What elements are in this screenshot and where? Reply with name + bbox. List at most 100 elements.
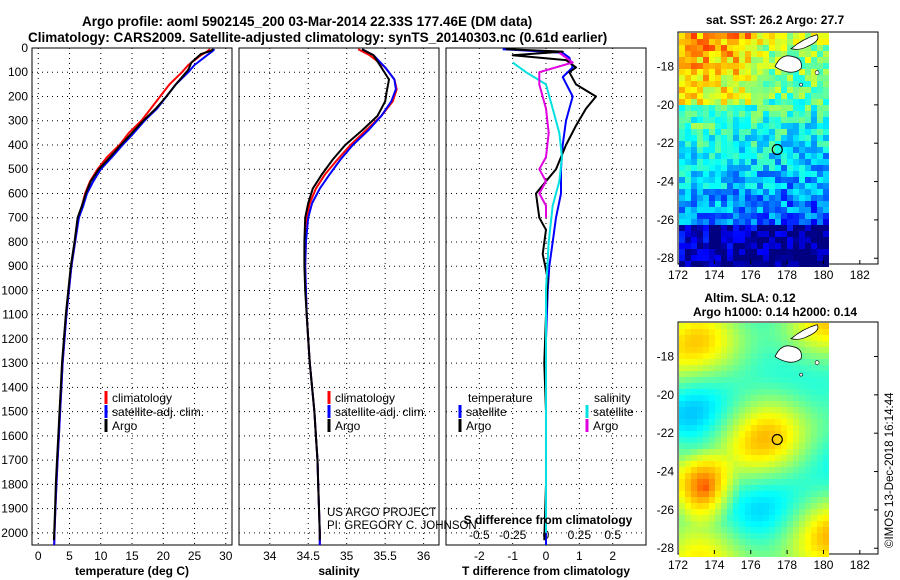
sla-cell bbox=[823, 527, 829, 533]
sla-cell bbox=[805, 359, 811, 365]
sst-cell bbox=[769, 117, 775, 123]
sla-cell bbox=[757, 413, 763, 419]
sla-cell bbox=[691, 347, 697, 353]
sst-cell bbox=[769, 165, 775, 171]
sla-cell bbox=[751, 341, 757, 347]
sst-cell bbox=[751, 153, 757, 159]
sla-cell bbox=[745, 407, 751, 413]
sla-cell bbox=[733, 341, 739, 347]
sla-cell bbox=[727, 395, 733, 401]
sst-cell bbox=[793, 177, 799, 183]
sla-cell bbox=[805, 413, 811, 419]
sla-cell bbox=[691, 449, 697, 455]
sst-cell bbox=[817, 99, 823, 105]
sst-cell bbox=[781, 45, 787, 51]
sst-cell bbox=[679, 93, 685, 99]
sla-cell bbox=[757, 353, 763, 359]
sla-cell bbox=[799, 431, 805, 437]
sla-cell bbox=[727, 479, 733, 485]
sst-cell bbox=[823, 183, 829, 189]
sst-cell bbox=[781, 39, 787, 45]
sst-cell bbox=[781, 255, 787, 261]
sst-cell bbox=[769, 249, 775, 255]
sst-cell bbox=[799, 219, 805, 225]
sla-cell bbox=[757, 539, 763, 545]
sst-cell bbox=[823, 195, 829, 201]
sla-cell bbox=[757, 389, 763, 395]
sst-cell bbox=[823, 93, 829, 99]
sst-cell bbox=[799, 201, 805, 207]
sla-cell bbox=[727, 419, 733, 425]
x-tick-label: 30 bbox=[219, 549, 233, 563]
sla-cell bbox=[709, 425, 715, 431]
sst-cell bbox=[763, 81, 769, 87]
sst-cell bbox=[679, 129, 685, 135]
sst-cell bbox=[733, 237, 739, 243]
sla-cell bbox=[733, 449, 739, 455]
sla-cell bbox=[739, 539, 745, 545]
sst-cell bbox=[823, 189, 829, 195]
sst-cell bbox=[745, 39, 751, 45]
sst-cell bbox=[775, 249, 781, 255]
sla-cell bbox=[697, 509, 703, 515]
sst-cell bbox=[793, 219, 799, 225]
sst-cell bbox=[745, 243, 751, 249]
sla-cell bbox=[817, 359, 823, 365]
sst-cell bbox=[703, 117, 709, 123]
sst-cell bbox=[787, 171, 793, 177]
sla-cell bbox=[697, 485, 703, 491]
sla-cell bbox=[751, 467, 757, 473]
sst-cell bbox=[763, 147, 769, 153]
sla-cell bbox=[757, 551, 763, 557]
sst-cell bbox=[709, 93, 715, 99]
sla-cell bbox=[805, 473, 811, 479]
sla-cell bbox=[727, 521, 733, 527]
sla-cell bbox=[685, 329, 691, 335]
sst-cell bbox=[691, 45, 697, 51]
sst-cell bbox=[697, 249, 703, 255]
sst-cell bbox=[775, 231, 781, 237]
sst-cell bbox=[685, 141, 691, 147]
sst-cell bbox=[763, 237, 769, 243]
sst-cell bbox=[781, 33, 787, 39]
sst-cell bbox=[757, 213, 763, 219]
sla-cell bbox=[745, 497, 751, 503]
sla-cell bbox=[793, 329, 799, 335]
sst-cell bbox=[769, 87, 775, 93]
sst-cell bbox=[685, 63, 691, 69]
sla-cell bbox=[679, 527, 685, 533]
x-tick-label: 35 bbox=[340, 549, 354, 563]
sst-cell bbox=[757, 147, 763, 153]
sst-cell bbox=[733, 225, 739, 231]
sst-cell bbox=[739, 237, 745, 243]
sla-cell bbox=[817, 407, 823, 413]
sst-cell bbox=[769, 243, 775, 249]
sst-cell bbox=[739, 207, 745, 213]
sst-cell bbox=[763, 63, 769, 69]
sla-cell bbox=[763, 323, 769, 329]
sla-cell bbox=[769, 335, 775, 341]
sla-cell bbox=[679, 491, 685, 497]
sst-cell bbox=[733, 87, 739, 93]
sst-cell bbox=[679, 135, 685, 141]
sst-cell bbox=[775, 255, 781, 261]
sla-cell bbox=[745, 383, 751, 389]
sst-cell bbox=[721, 57, 727, 63]
sst-cell bbox=[787, 219, 793, 225]
sla-cell bbox=[739, 335, 745, 341]
sla-cell bbox=[763, 371, 769, 377]
sst-cell bbox=[781, 117, 787, 123]
sla-cell bbox=[823, 431, 829, 437]
sst-cell bbox=[757, 87, 763, 93]
sst-cell bbox=[685, 93, 691, 99]
sst-cell bbox=[775, 57, 781, 63]
sla-cell bbox=[751, 401, 757, 407]
sst-cell bbox=[763, 87, 769, 93]
sla-cell bbox=[739, 449, 745, 455]
sla-cell bbox=[721, 383, 727, 389]
map-x-tick-label: 176 bbox=[741, 558, 761, 572]
sla-cell bbox=[799, 353, 805, 359]
sst-cell bbox=[799, 99, 805, 105]
sst-cell bbox=[787, 129, 793, 135]
sla-cell bbox=[709, 509, 715, 515]
